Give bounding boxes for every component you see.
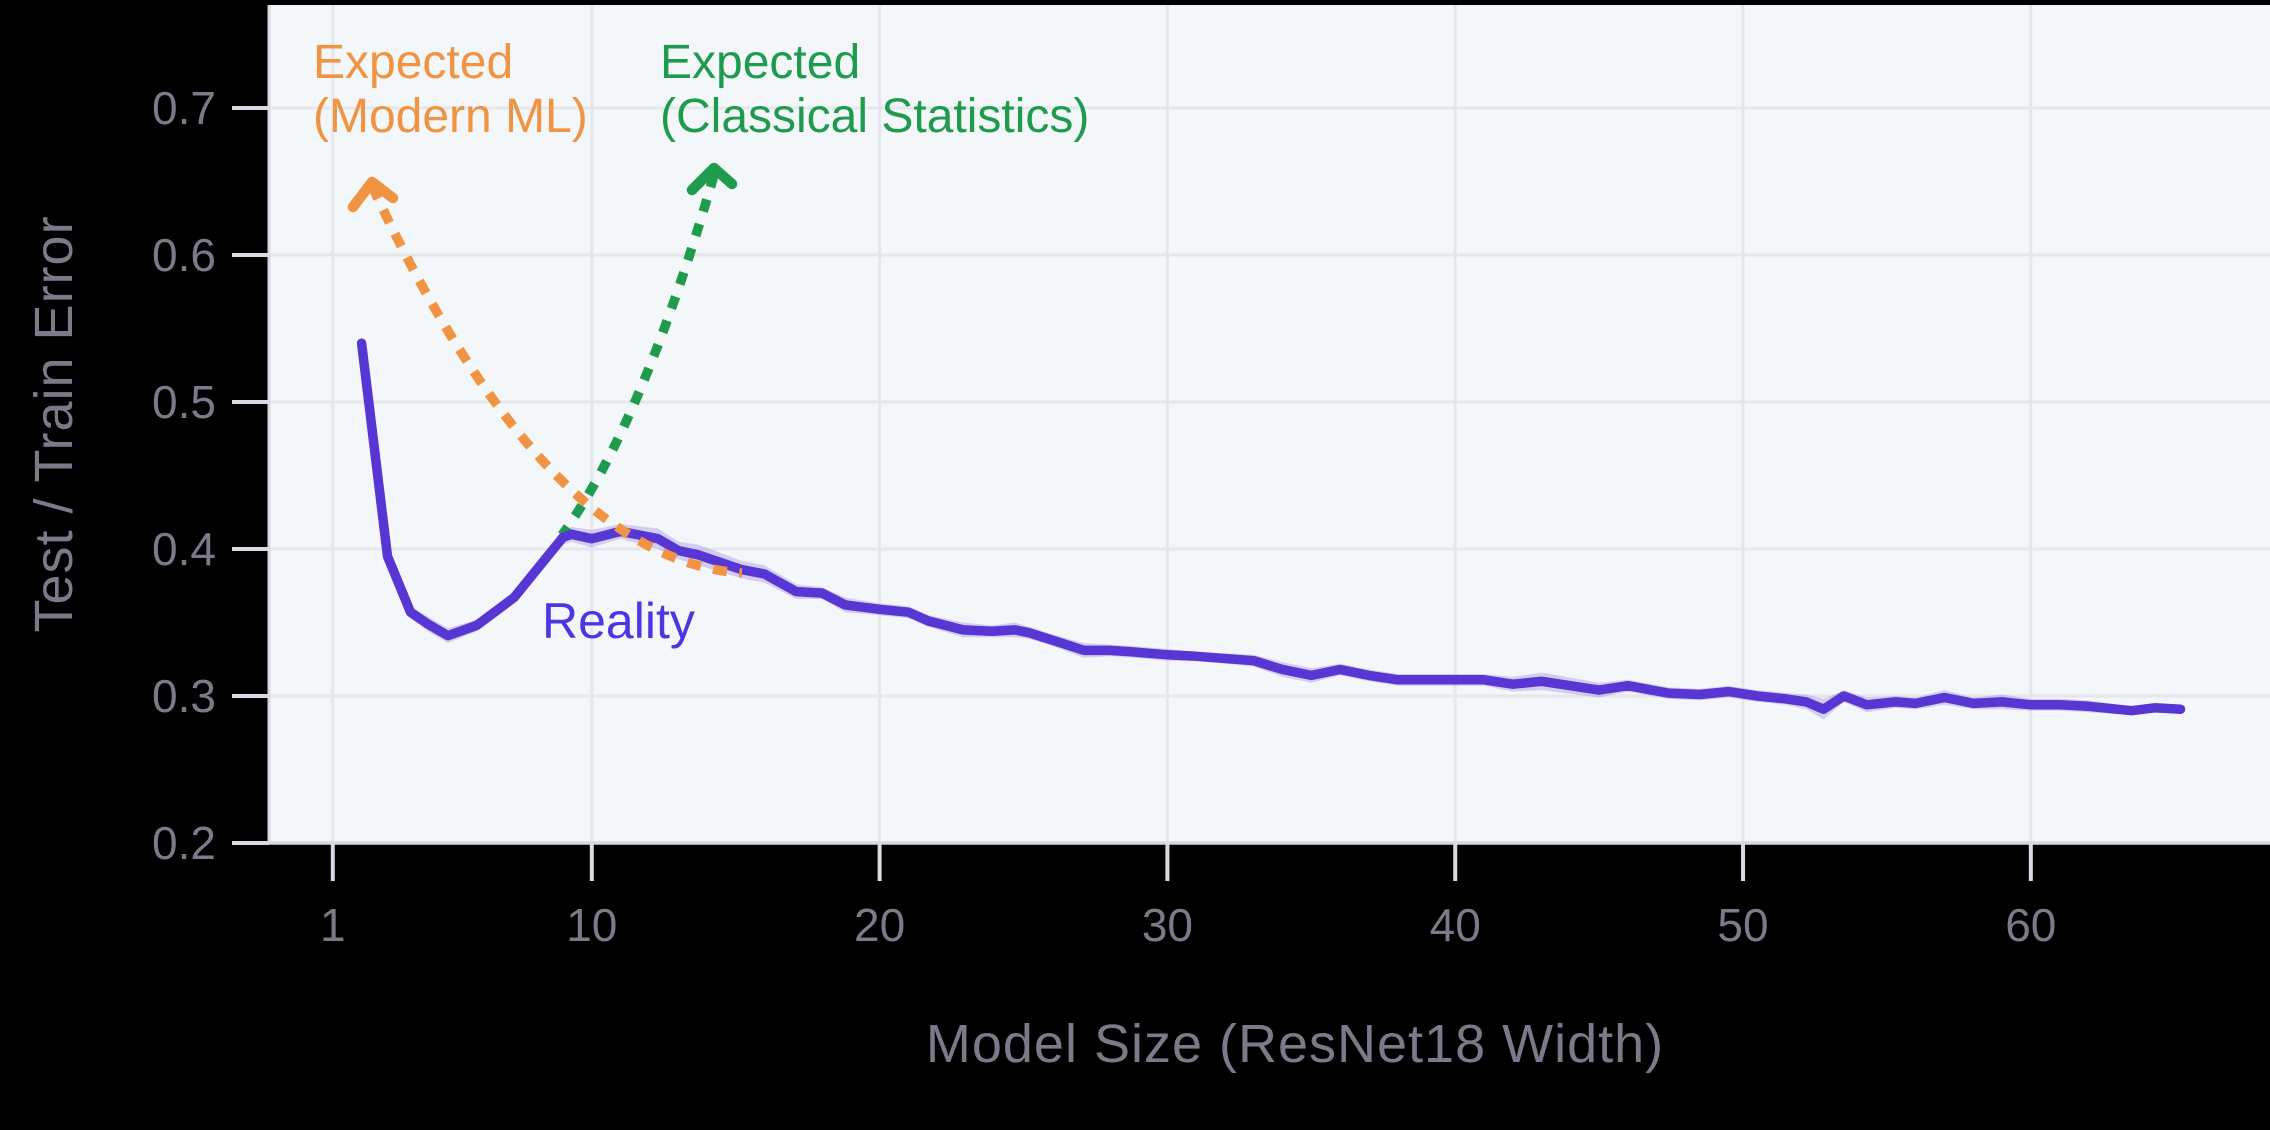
reality-label: Reality [542,593,695,649]
gridlines [269,5,2270,843]
y-tick-label: 0.4 [152,523,216,575]
x-tick-label: 10 [566,899,617,951]
x-tick-label: 50 [1717,899,1768,951]
y-axis-title: Test / Train Error [24,215,84,632]
x-tick-label: 30 [1142,899,1193,951]
y-tick-label: 0.3 [152,670,216,722]
expected-classical-label-line2: (Classical Statistics) [660,90,1089,143]
modern-ml-arrowhead [347,176,399,213]
x-tick-label: 40 [1430,899,1481,951]
modern-ml-dashed-path [367,184,743,578]
classical-statistics-arrowhead [686,162,738,196]
x-tick-label: 20 [854,899,905,951]
x-tick-label: 60 [2005,899,2056,951]
expected-modern-ml-label-line1: Expected [313,36,513,89]
y-tick-label: 0.2 [152,817,216,869]
expected-modern-ml-label-line2: (Modern ML) [313,90,588,143]
x-tick-label: 1 [320,899,346,951]
classical-statistics-arrow [558,162,738,538]
tick-labels: 1 10 20 30 40 50 60 0.2 0.3 0.4 0.5 0.6 0.7 [152,82,2056,951]
expected-classical-label-line1: Expected [660,36,860,89]
y-tick-label: 0.7 [152,82,216,134]
y-tick-label: 0.5 [152,376,216,428]
reality-curve [356,338,2186,716]
tick-marks [232,106,2033,881]
x-axis-title: Model Size (ResNet18 Width) [926,1014,1664,1074]
y-tick-label: 0.6 [152,229,216,281]
axis-spines [267,5,2270,845]
modern-ml-arrow [347,176,743,578]
reality-line [356,338,2186,716]
